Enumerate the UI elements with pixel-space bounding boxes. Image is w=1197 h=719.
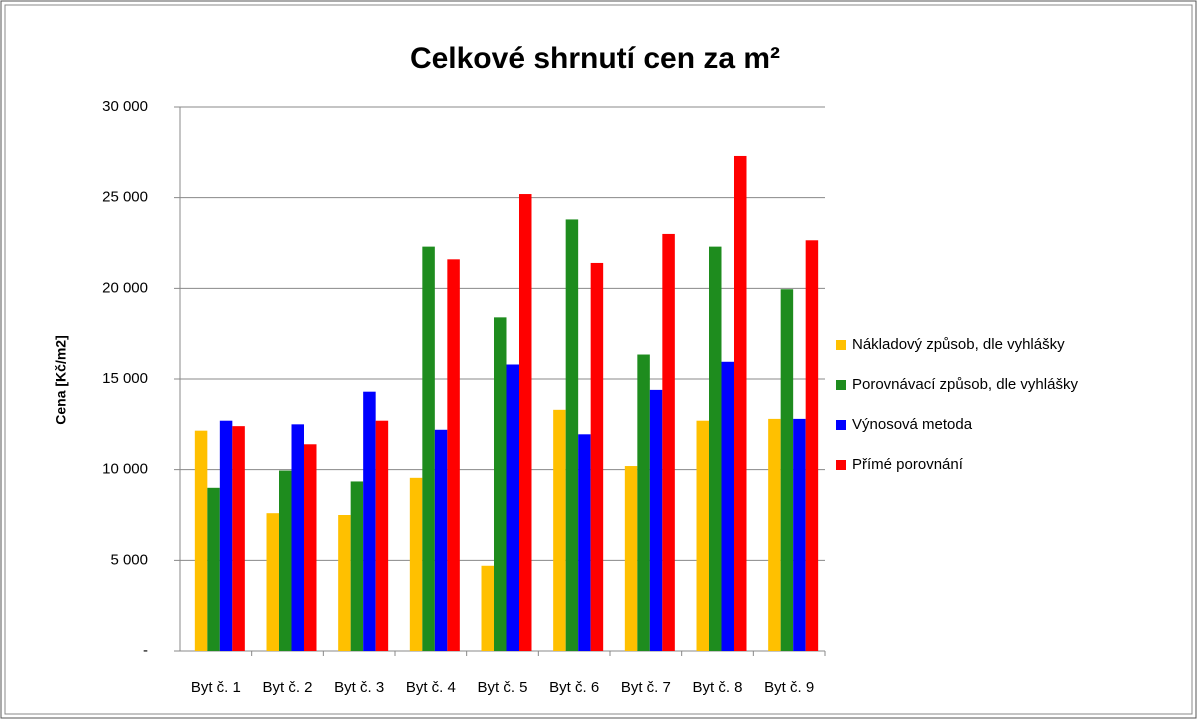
bar <box>519 194 532 652</box>
bar <box>232 426 245 651</box>
x-tick-label: Byt č. 9 <box>764 679 814 696</box>
legend-label: Nákladový způsob, dle vyhlášky <box>852 336 1065 353</box>
y-axis-title: Cena [Kč/m2] <box>53 335 69 424</box>
bar <box>805 240 819 651</box>
bar <box>553 409 566 651</box>
bar <box>793 418 806 651</box>
bar <box>590 262 604 651</box>
y-tick-label: 5 000 <box>110 551 148 568</box>
y-tick-label: 20 000 <box>102 279 148 296</box>
y-tick-label: 10 000 <box>102 461 148 478</box>
x-tick-label: Byt č. 4 <box>406 679 456 696</box>
bar <box>721 361 734 651</box>
bar <box>662 233 675 651</box>
bar <box>624 466 638 651</box>
legend-label: Výnosová metoda <box>852 416 973 433</box>
chart-title: Celkové shrnutí cen za m² <box>410 42 780 75</box>
legend-label: Přímé porovnání <box>852 456 964 473</box>
bar <box>434 429 448 651</box>
bar <box>709 246 722 652</box>
legend-swatch <box>836 380 846 390</box>
y-tick-label: 30 000 <box>102 98 148 115</box>
bar <box>291 424 304 651</box>
bar <box>363 391 376 651</box>
y-tick-label: 15 000 <box>102 370 148 387</box>
legend-label: Porovnávací způsob, dle vyhlášky <box>852 376 1078 393</box>
bar <box>768 418 781 651</box>
bar <box>494 317 507 651</box>
y-tick-label: 25 000 <box>102 189 148 206</box>
legend-swatch <box>836 420 846 430</box>
x-tick-label: Byt č. 3 <box>334 679 384 696</box>
bar <box>637 354 650 651</box>
bar <box>447 259 460 651</box>
bar <box>481 565 494 651</box>
bar <box>219 420 233 651</box>
bar <box>696 420 709 651</box>
bar <box>194 430 208 651</box>
bar <box>578 434 591 651</box>
legend-swatch <box>836 340 846 350</box>
bar <box>266 513 279 651</box>
bar <box>506 364 519 651</box>
frame-inner <box>4 4 1193 715</box>
legend-swatch <box>836 460 846 470</box>
bar <box>375 420 389 651</box>
bar <box>207 487 220 651</box>
x-tick-label: Byt č. 7 <box>621 679 671 696</box>
x-tick-label: Byt č. 6 <box>549 679 599 696</box>
bar <box>565 219 579 651</box>
x-tick-label: Byt č. 2 <box>262 679 312 696</box>
bar <box>649 389 663 651</box>
bar <box>409 477 423 651</box>
y-tick-label: - <box>143 642 148 659</box>
bar <box>338 515 351 651</box>
x-tick-label: Byt č. 8 <box>692 679 742 696</box>
bar <box>780 289 794 651</box>
bar <box>279 470 292 651</box>
bar <box>304 444 317 651</box>
bar <box>422 246 435 652</box>
bar <box>350 481 364 651</box>
x-tick-label: Byt č. 5 <box>477 679 527 696</box>
x-tick-label: Byt č. 1 <box>191 679 241 696</box>
bar <box>734 155 747 651</box>
